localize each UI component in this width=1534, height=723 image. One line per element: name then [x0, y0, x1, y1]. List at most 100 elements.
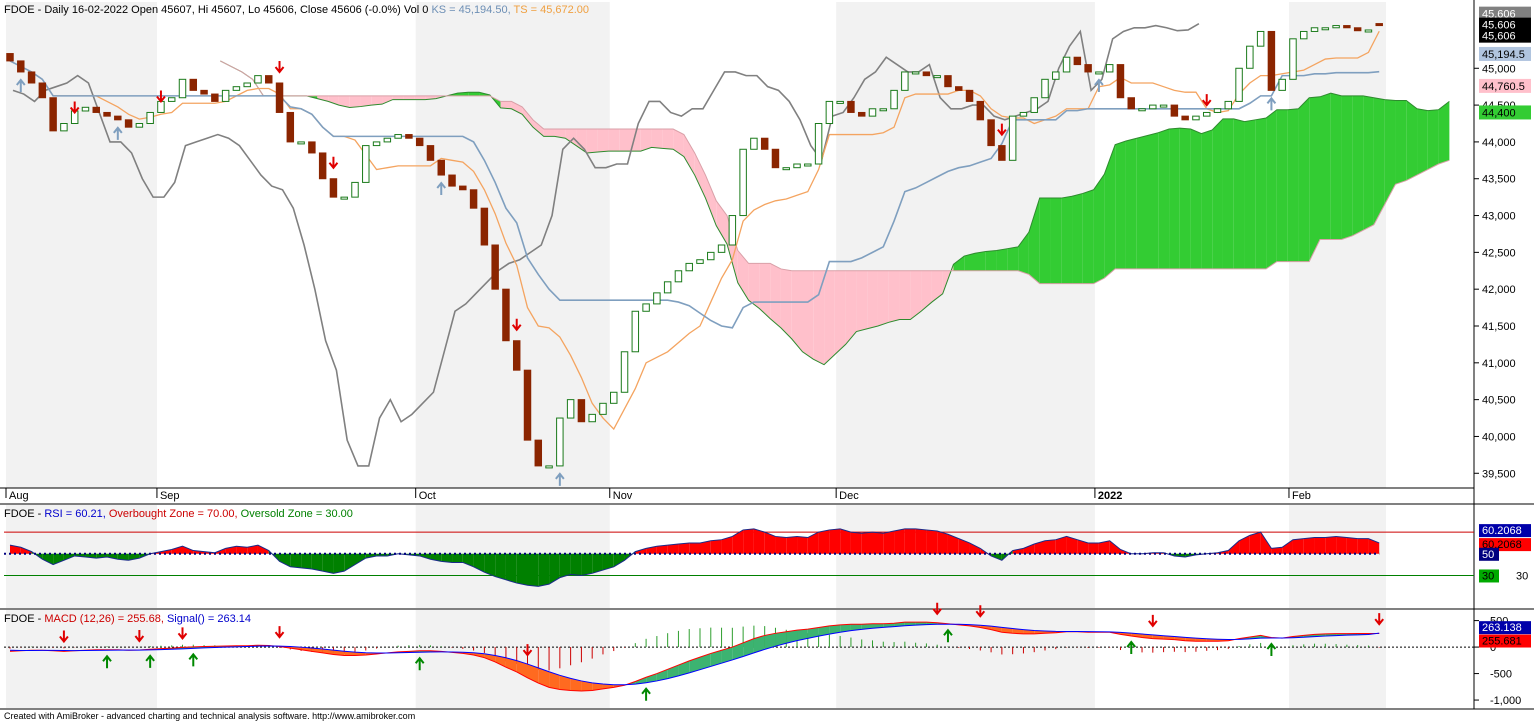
rsi-fill: [926, 529, 938, 554]
kumo-cloud-segment: [1233, 118, 1245, 269]
kumo-cloud-segment: [1093, 174, 1105, 284]
rsi-fill: [1282, 539, 1293, 554]
kumo-cloud-segment: [468, 92, 480, 96]
candle-up: [610, 391, 618, 404]
chikou-span-line: [12, 22, 1200, 467]
candle-up: [372, 141, 381, 147]
price-badge: [1479, 78, 1531, 93]
rsi-fill: [818, 529, 830, 554]
rsi-fill: [290, 553, 302, 568]
kumo-cloud-segment: [1320, 93, 1331, 240]
kumo-cloud-segment: [1373, 97, 1385, 225]
month-label: Sep: [160, 490, 180, 502]
candle-up: [1062, 56, 1071, 73]
rsi-fill: [247, 545, 258, 554]
candle-down: [200, 89, 208, 95]
candle-up: [146, 111, 154, 124]
candle-up: [1321, 27, 1330, 31]
rsi-fill: [107, 553, 118, 560]
candle-up: [81, 106, 90, 112]
rsi-fill: [969, 542, 981, 554]
month-label: Dec: [839, 490, 859, 502]
candle-down: [1267, 30, 1276, 91]
kumo-cloud-segment: [662, 129, 674, 150]
candle-up: [1289, 38, 1297, 80]
rsi-fill: [570, 553, 582, 576]
kumo-cloud-segment: [985, 250, 997, 271]
candle-up: [362, 145, 370, 183]
kumo-cloud-segment: [1438, 101, 1450, 164]
macd-sell-arrow: [932, 602, 942, 616]
month-shade-2: [6, 610, 157, 708]
candle-up: [167, 97, 176, 102]
candle-down: [965, 89, 974, 102]
kumo-cloud-segment: [1276, 109, 1288, 262]
kumo-cloud-segment: [1136, 135, 1148, 269]
macd-signal-fill: [505, 657, 517, 672]
candle-down: [329, 178, 338, 198]
candle-down: [512, 340, 521, 371]
macd-signal-fill: [700, 653, 711, 670]
candle-up: [60, 123, 68, 132]
kumo-cloud-segment: [1028, 198, 1040, 284]
price-tick-label: 40,000: [1482, 431, 1516, 443]
rsi-fill: [829, 528, 841, 554]
candle-down: [448, 174, 456, 187]
macd-sell-arrow: [59, 630, 69, 644]
kumo-cloud-segment: [1352, 95, 1364, 236]
kumo-cloud-segment: [586, 129, 598, 153]
candle-up: [599, 402, 607, 415]
buy-arrow: [113, 126, 123, 140]
month-shade-1: [1288, 505, 1386, 608]
kumo-cloud-segment: [975, 251, 986, 271]
kumo-cloud-segment: [1201, 129, 1213, 269]
month-label: Oct: [419, 490, 436, 502]
rsi-fill: [117, 553, 129, 561]
kumo-cloud-segment: [1115, 140, 1126, 269]
kumo-cloud-segment: [877, 270, 889, 326]
kumo-cloud-segment: [759, 263, 771, 319]
rsi-fill: [700, 540, 711, 554]
candle-up: [1008, 115, 1017, 161]
macd-signal-fill: [721, 647, 733, 664]
month-label: Aug: [9, 490, 29, 502]
rsi-fill: [128, 553, 140, 561]
rsi-fill: [53, 553, 64, 565]
kumo-cloud-segment: [1417, 108, 1428, 176]
rsi-fill: [63, 553, 75, 561]
macd-signal-fill: [592, 682, 603, 691]
macd-signal-fill: [797, 629, 808, 641]
kumo-cloud-segment: [737, 250, 749, 301]
kumo-cloud-segment: [1266, 109, 1277, 269]
rsi-fill: [667, 544, 679, 554]
kumo-cloud-segment: [1147, 132, 1159, 269]
price-tick-label: 40,500: [1482, 395, 1516, 407]
candle-down: [189, 78, 198, 91]
kumo-cloud-segment: [921, 270, 932, 312]
candle-down: [534, 439, 543, 467]
candle-up: [1364, 29, 1373, 33]
candle-down: [275, 82, 284, 113]
rsi-fill: [883, 531, 895, 554]
kumo-cloud-segment: [694, 152, 706, 199]
kumo-cloud-segment: [597, 129, 609, 153]
rsi-fill: [721, 536, 733, 554]
candle-down: [976, 100, 985, 121]
rsi-badge-text: 50: [1482, 549, 1494, 561]
candle-up: [1095, 71, 1103, 75]
sell-arrow: [69, 101, 80, 115]
rsi-fill: [1034, 540, 1045, 554]
rsi-line: [9, 528, 1380, 587]
rsi-fill: [527, 553, 539, 587]
candle-down: [577, 399, 586, 423]
price-badge: [1479, 28, 1531, 43]
kumo-cloud-segment: [683, 134, 695, 176]
rsi-fill: [1346, 537, 1358, 554]
rsi-fill: [904, 528, 916, 554]
rsi-fill: [743, 528, 754, 554]
candle-down: [491, 244, 499, 290]
buy-arrow: [1266, 96, 1277, 111]
candle-down: [469, 189, 478, 209]
